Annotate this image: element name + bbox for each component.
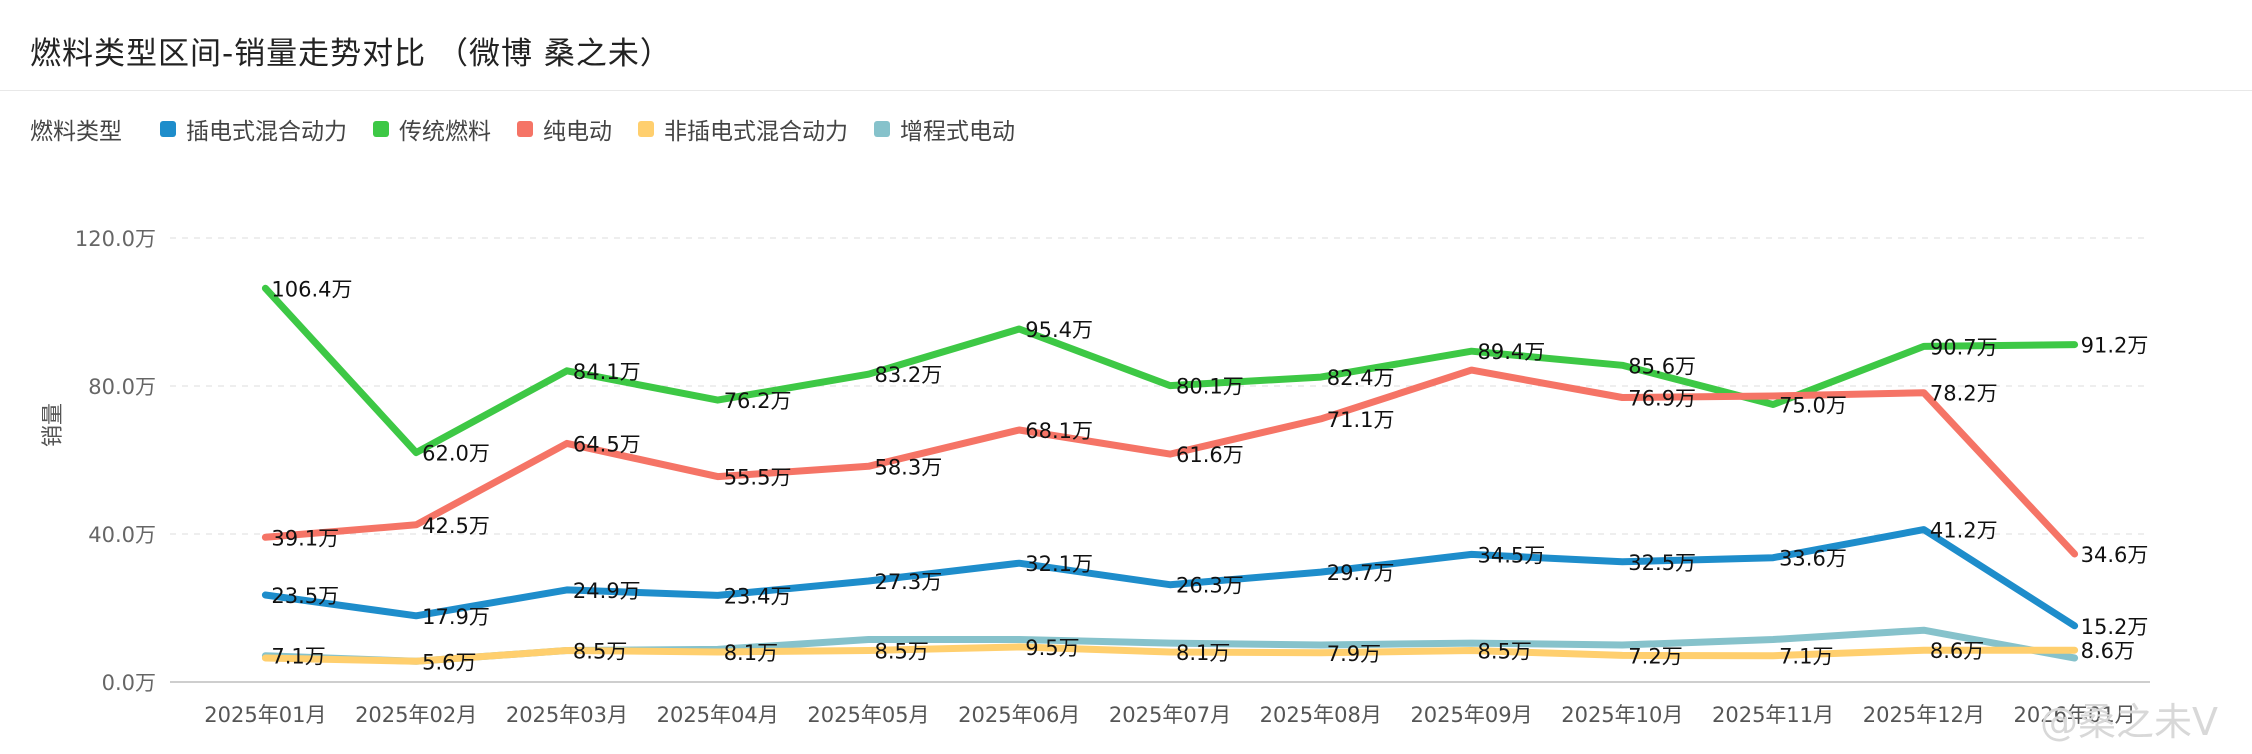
data-label: 64.5万 <box>573 432 641 456</box>
x-tick-label: 2025年03月 <box>506 703 628 727</box>
data-label: 29.7万 <box>1327 561 1395 585</box>
data-label: 85.6万 <box>1628 354 1696 378</box>
legend-swatch <box>373 121 389 137</box>
data-label: 33.6万 <box>1779 547 1847 571</box>
legend-swatch <box>874 121 890 137</box>
data-label: 106.4万 <box>271 277 352 301</box>
data-label: 82.4万 <box>1327 366 1395 390</box>
data-label: 27.3万 <box>874 570 942 594</box>
y-axis-label: 销量 <box>41 403 66 447</box>
watermark: @桑之未V <box>2040 700 2218 744</box>
x-tick-label: 2025年06月 <box>958 703 1080 727</box>
series-line <box>261 284 2079 457</box>
data-label: 26.3万 <box>1176 574 1244 598</box>
x-tick-label: 2025年07月 <box>1109 703 1231 727</box>
legend-swatch <box>160 121 176 137</box>
x-tick-label: 2025年10月 <box>1561 703 1683 727</box>
data-labels: 106.4万 62.0万 84.1万 76.2万 83.2万 95.4万 80.1万 82.4… <box>271 277 2148 674</box>
legend-label: 传统燃料 <box>399 119 491 145</box>
data-label: 68.1万 <box>1025 419 1093 443</box>
legend-label: 非插电式混合动力 <box>664 119 848 145</box>
data-label: 7.9万 <box>1327 642 1381 666</box>
legend-label: 增程式电动 <box>900 119 1015 145</box>
data-label: 17.9万 <box>422 605 490 629</box>
data-label: 23.4万 <box>724 584 792 608</box>
x-tick-label: 2025年02月 <box>355 703 477 727</box>
data-label: 7.2万 <box>1628 644 1682 668</box>
divider <box>0 90 2252 91</box>
x-tick-label: 2025年09月 <box>1410 703 1532 727</box>
data-label: 15.2万 <box>2081 615 2149 639</box>
data-label: 5.6万 <box>422 650 476 674</box>
data-label: 8.5万 <box>573 640 627 664</box>
series-lines <box>261 284 2079 665</box>
x-tick-label: 2025年08月 <box>1260 703 1382 727</box>
data-label: 91.2万 <box>2081 334 2149 358</box>
data-label: 8.6万 <box>1930 639 1984 663</box>
data-label: 34.5万 <box>1478 543 1546 567</box>
data-label: 95.4万 <box>1025 318 1093 342</box>
data-label: 76.9万 <box>1628 386 1696 410</box>
data-label: 23.5万 <box>271 584 339 608</box>
data-label: 89.4万 <box>1478 340 1546 364</box>
data-label: 39.1万 <box>271 526 339 550</box>
x-tick-label: 2025年01月 <box>204 703 326 727</box>
data-label: 71.1万 <box>1327 408 1395 432</box>
legend-swatch <box>638 121 654 137</box>
y-tick-label: 80.0万 <box>88 375 156 399</box>
x-tick-label: 2025年12月 <box>1863 703 1985 727</box>
data-label: 61.6万 <box>1176 443 1244 467</box>
y-tick-label: 40.0万 <box>88 523 156 547</box>
legend: 燃料类型 插电式混合动力 传统燃料 纯电动 非插电式混合动力 增程式电动 <box>30 112 1041 146</box>
legend-swatch <box>517 121 533 137</box>
y-axis: 0.0万 40.0万 80.0万 120.0万 <box>75 227 156 695</box>
data-label: 80.1万 <box>1176 375 1244 399</box>
data-label: 75.0万 <box>1779 394 1847 418</box>
data-label: 24.9万 <box>573 579 641 603</box>
y-tick-label: 0.0万 <box>102 671 156 695</box>
data-label: 76.2万 <box>724 389 792 413</box>
data-label: 58.3万 <box>874 455 942 479</box>
legend-item-erev[interactable]: 增程式电动 <box>874 112 1015 146</box>
data-label: 8.6万 <box>2081 639 2135 663</box>
data-label: 34.6万 <box>2081 543 2149 567</box>
legend-item-ice[interactable]: 传统燃料 <box>373 112 491 146</box>
data-label: 32.5万 <box>1628 551 1696 575</box>
data-label: 8.1万 <box>724 641 778 665</box>
x-tick-label: 2025年04月 <box>657 703 779 727</box>
data-label: 9.5万 <box>1025 636 1079 660</box>
data-label: 62.0万 <box>422 442 490 466</box>
y-tick-label: 120.0万 <box>75 227 156 251</box>
series-line <box>261 366 2079 558</box>
x-axis: 2025年01月 2025年02月 2025年03月 2025年04月 2025年05月… <box>204 703 2135 727</box>
data-label: 83.2万 <box>874 363 942 387</box>
data-label: 84.1万 <box>573 360 641 384</box>
data-label: 42.5万 <box>422 514 490 538</box>
legend-item-bev[interactable]: 纯电动 <box>517 112 612 146</box>
series-line <box>261 526 2079 630</box>
chart-title: 燃料类型区间-销量走势对比 （微博 桑之未） <box>30 36 672 72</box>
data-label: 8.5万 <box>1478 640 1532 664</box>
data-label: 90.7万 <box>1930 335 1998 359</box>
x-tick-label: 2025年05月 <box>807 703 929 727</box>
x-tick-label: 2026年01月 <box>2014 703 2136 727</box>
legend-title: 燃料类型 <box>30 119 122 145</box>
data-label: 32.1万 <box>1025 552 1093 576</box>
series-line <box>261 643 2079 665</box>
data-label: 55.5万 <box>724 466 792 490</box>
data-label: 7.1万 <box>271 645 325 669</box>
data-label: 78.2万 <box>1930 382 1998 406</box>
legend-item-hev[interactable]: 非插电式混合动力 <box>638 112 848 146</box>
data-label: 8.1万 <box>1176 641 1230 665</box>
data-label: 8.5万 <box>874 640 928 664</box>
legend-item-phev[interactable]: 插电式混合动力 <box>160 112 347 146</box>
legend-label: 纯电动 <box>543 119 612 145</box>
x-tick-label: 2025年11月 <box>1712 703 1834 727</box>
data-label: 41.2万 <box>1930 519 1998 543</box>
data-label: 7.1万 <box>1779 645 1833 669</box>
legend-label: 插电式混合动力 <box>186 119 347 145</box>
